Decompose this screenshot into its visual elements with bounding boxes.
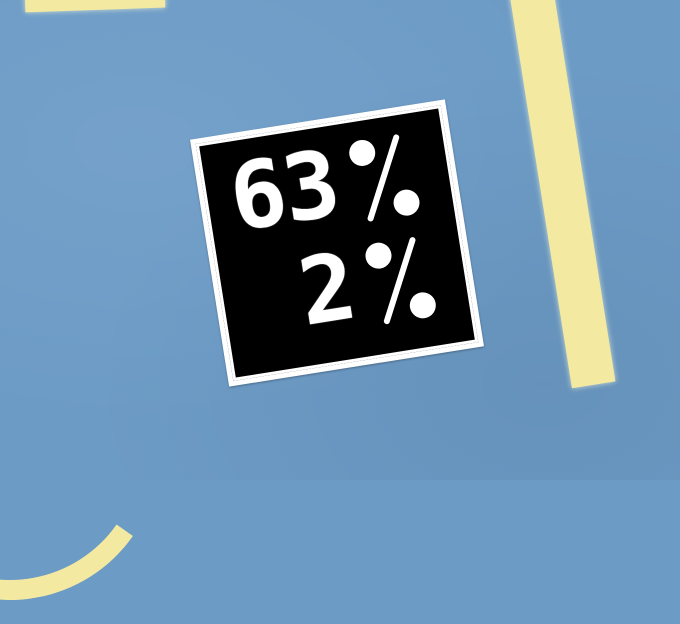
- percent-icon: [365, 237, 436, 325]
- percent-icon: [349, 134, 420, 222]
- digital-display: 63 2: [190, 99, 484, 387]
- readout-value: 63: [222, 129, 345, 253]
- display-screen: 63 2: [195, 105, 479, 381]
- readout-top: 63: [200, 116, 456, 263]
- readout-bottom: 2: [217, 219, 473, 366]
- readout-value: 2: [291, 232, 362, 347]
